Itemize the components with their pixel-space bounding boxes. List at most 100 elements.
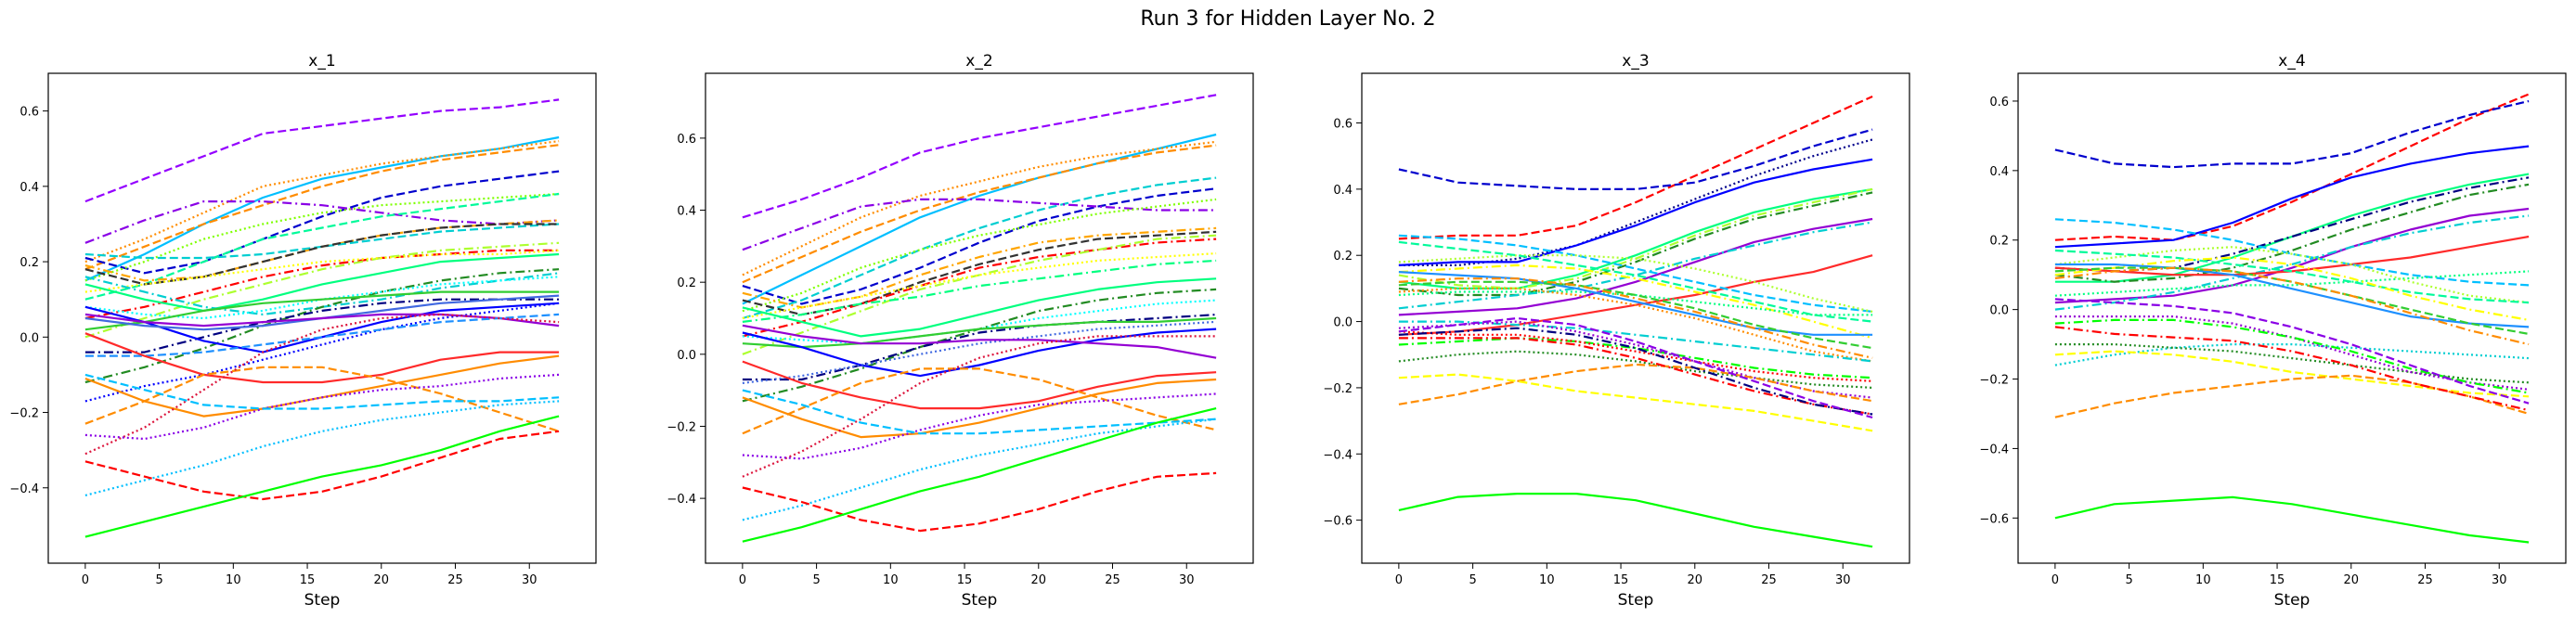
- series-line-3: [742, 140, 1217, 276]
- plot-frame: [705, 72, 1254, 564]
- series-line-2: [1398, 128, 1873, 190]
- x-tick-label: 0: [739, 573, 746, 587]
- series-line-9: [1398, 221, 1873, 310]
- series-line-5: [742, 187, 1217, 305]
- series-line-34: [84, 415, 560, 538]
- y-tick-label: 0.6: [1333, 118, 1353, 132]
- series-line-14: [84, 249, 560, 293]
- y-tick-label: 0.6: [19, 106, 39, 120]
- series-line-27: [742, 392, 1217, 460]
- series-line-6: [84, 192, 560, 282]
- series-line-25: [742, 367, 1217, 435]
- series-line-23: [1398, 350, 1873, 389]
- series-line-11: [2054, 270, 2530, 297]
- x-axis-label: Step: [2274, 591, 2311, 610]
- x-tick-label: 20: [1031, 573, 1047, 587]
- x-tick-label: 25: [1105, 573, 1120, 587]
- series-line-6: [2054, 183, 2530, 283]
- x-tick-label: 30: [522, 573, 537, 587]
- series-group: [84, 98, 560, 538]
- series-line-22: [742, 324, 1217, 359]
- series-line-1: [2054, 93, 2530, 241]
- x-tick-label: 0: [1395, 573, 1403, 587]
- subplot-title: x_4: [2278, 52, 2305, 71]
- y-tick-label: 0.0: [19, 331, 39, 345]
- x-tick-label: 15: [1613, 573, 1629, 587]
- series-line-21: [742, 320, 1217, 384]
- series-line-7: [84, 200, 560, 244]
- series-line-17: [84, 268, 560, 384]
- series-line-19: [742, 316, 1217, 349]
- x-tick-label: 10: [1539, 573, 1555, 587]
- series-line-2: [2054, 99, 2530, 169]
- series-line-17: [1398, 280, 1873, 350]
- figure-title: Run 3 for Hidden Layer No. 2: [1140, 7, 1436, 31]
- x-tick-label: 10: [226, 573, 241, 587]
- series-group: [742, 94, 1217, 543]
- series-line-12: [1398, 254, 1873, 313]
- series-line-6: [742, 176, 1217, 320]
- series-line-15: [742, 277, 1217, 338]
- plot-frame: [47, 72, 597, 564]
- y-tick-label: −0.2: [9, 407, 39, 421]
- series-line-27: [1398, 327, 1873, 416]
- series-line-15: [2054, 263, 2530, 328]
- series-line-8: [84, 192, 560, 301]
- x-axis-label: Step: [304, 591, 341, 610]
- series-line-26: [2054, 495, 2530, 544]
- series-line-30: [84, 373, 560, 441]
- y-tick-label: −0.6: [1979, 512, 2009, 526]
- y-tick-label: 0.0: [677, 349, 696, 363]
- y-tick-label: 0.2: [1333, 250, 1353, 264]
- x-tick-label: 15: [2270, 573, 2285, 587]
- series-line-25: [84, 313, 560, 357]
- series-line-26: [84, 332, 560, 384]
- y-tick-label: −0.4: [1323, 448, 1353, 462]
- y-tick-label: 0.0: [1333, 316, 1353, 330]
- series-line-7: [2054, 207, 2530, 304]
- series-line-31: [84, 373, 560, 410]
- x-tick-label: 20: [2344, 573, 2360, 587]
- series-line-22: [1398, 330, 1873, 382]
- series-line-16: [1398, 271, 1873, 336]
- series-line-7: [742, 198, 1217, 251]
- y-tick-label: 0.2: [677, 276, 696, 290]
- series-line-4: [84, 144, 560, 271]
- series-line-31: [742, 407, 1217, 543]
- series-line-25: [2054, 326, 2530, 412]
- subplot-3: 0 5 10 15 20 25 30 −0.6 −0.4 −0.2 0.0 0.2 0.4 0.6 x_3 S…: [1323, 52, 1910, 610]
- x-tick-label: 5: [155, 573, 162, 587]
- series-line-11: [84, 223, 560, 286]
- x-tick-label: 20: [1688, 573, 1703, 587]
- series-line-32: [84, 400, 560, 496]
- x-tick-label: 0: [82, 573, 89, 587]
- series-line-18: [2054, 343, 2530, 366]
- y-tick-label: 0.0: [1989, 304, 2009, 318]
- y-tick-label: 0.4: [1333, 184, 1353, 198]
- series-line-3: [84, 140, 560, 264]
- series-line-12: [2054, 246, 2530, 304]
- x-axis-label: Step: [1618, 591, 1654, 610]
- series-line-8: [2054, 214, 2530, 311]
- series-line-17: [2054, 266, 2530, 346]
- y-tick-label: 0.6: [677, 133, 696, 147]
- series-line-3: [1398, 138, 1873, 266]
- series-line-20: [84, 298, 560, 353]
- y-tick-label: 0.4: [677, 205, 696, 219]
- y-tick-label: −0.2: [1323, 382, 1353, 396]
- series-line-16: [2054, 266, 2530, 335]
- series-line-23: [2054, 298, 2530, 405]
- series-line-19: [1398, 287, 1873, 363]
- series-line-12: [742, 234, 1217, 355]
- series-line-29: [1398, 373, 1873, 432]
- x-tick-label: 5: [812, 573, 820, 587]
- x-tick-label: 15: [300, 573, 316, 587]
- series-line-28: [1398, 316, 1873, 419]
- x-axis-label: Step: [962, 591, 998, 610]
- x-tick-label: 0: [2052, 573, 2059, 587]
- series-line-3: [2054, 145, 2530, 249]
- x-tick-label: 10: [883, 573, 899, 587]
- x-tick-label: 5: [1469, 573, 1476, 587]
- subplot-title: x_2: [965, 52, 992, 71]
- series-line-13: [1398, 240, 1873, 323]
